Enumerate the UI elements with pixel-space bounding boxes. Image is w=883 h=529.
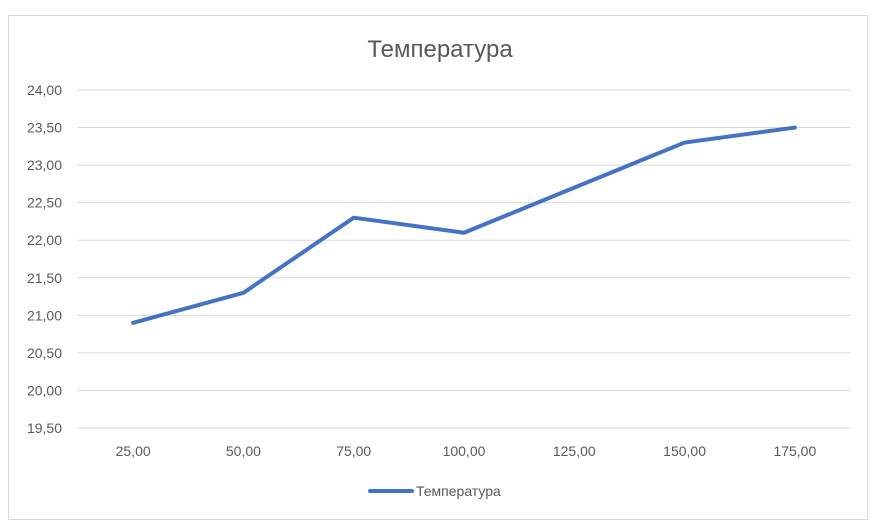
y-tick-label: 21,50: [27, 270, 62, 286]
x-tick-label: 150,00: [663, 443, 706, 459]
y-tick-label: 21,00: [27, 307, 62, 323]
x-tick-label: 25,00: [116, 443, 151, 459]
y-tick-label: 24,00: [27, 82, 62, 98]
y-tick-label: 22,50: [27, 195, 62, 211]
x-tick-label: 75,00: [336, 443, 371, 459]
y-tick-label: 23,50: [27, 120, 62, 136]
y-tick-label: 20,00: [27, 382, 62, 398]
series-line: [131, 125, 797, 325]
y-tick-label: 20,50: [27, 345, 62, 361]
legend: Температура: [368, 483, 501, 499]
x-tick-label: 125,00: [553, 443, 596, 459]
x-tick-label: 50,00: [226, 443, 261, 459]
x-axis-ticks: 25,00 50,00 75,00 100,00 125,00 150,00 175,00: [116, 443, 817, 459]
y-tick-label: 23,00: [27, 157, 62, 173]
chart-frame: [8, 15, 868, 520]
chart-title: Температура: [367, 36, 513, 63]
x-tick-label: 100,00: [443, 443, 486, 459]
y-tick-label: 22,00: [27, 232, 62, 248]
y-axis-ticks: 19,50 20,00 20,50 21,00 21,50 22,00 22,50 23,00…: [27, 82, 62, 436]
y-tick-label: 19,50: [27, 420, 62, 436]
gridlines: [78, 89, 850, 429]
series-group: [131, 125, 797, 325]
legend-label: Температура: [416, 483, 501, 499]
x-tick-label: 175,00: [773, 443, 816, 459]
